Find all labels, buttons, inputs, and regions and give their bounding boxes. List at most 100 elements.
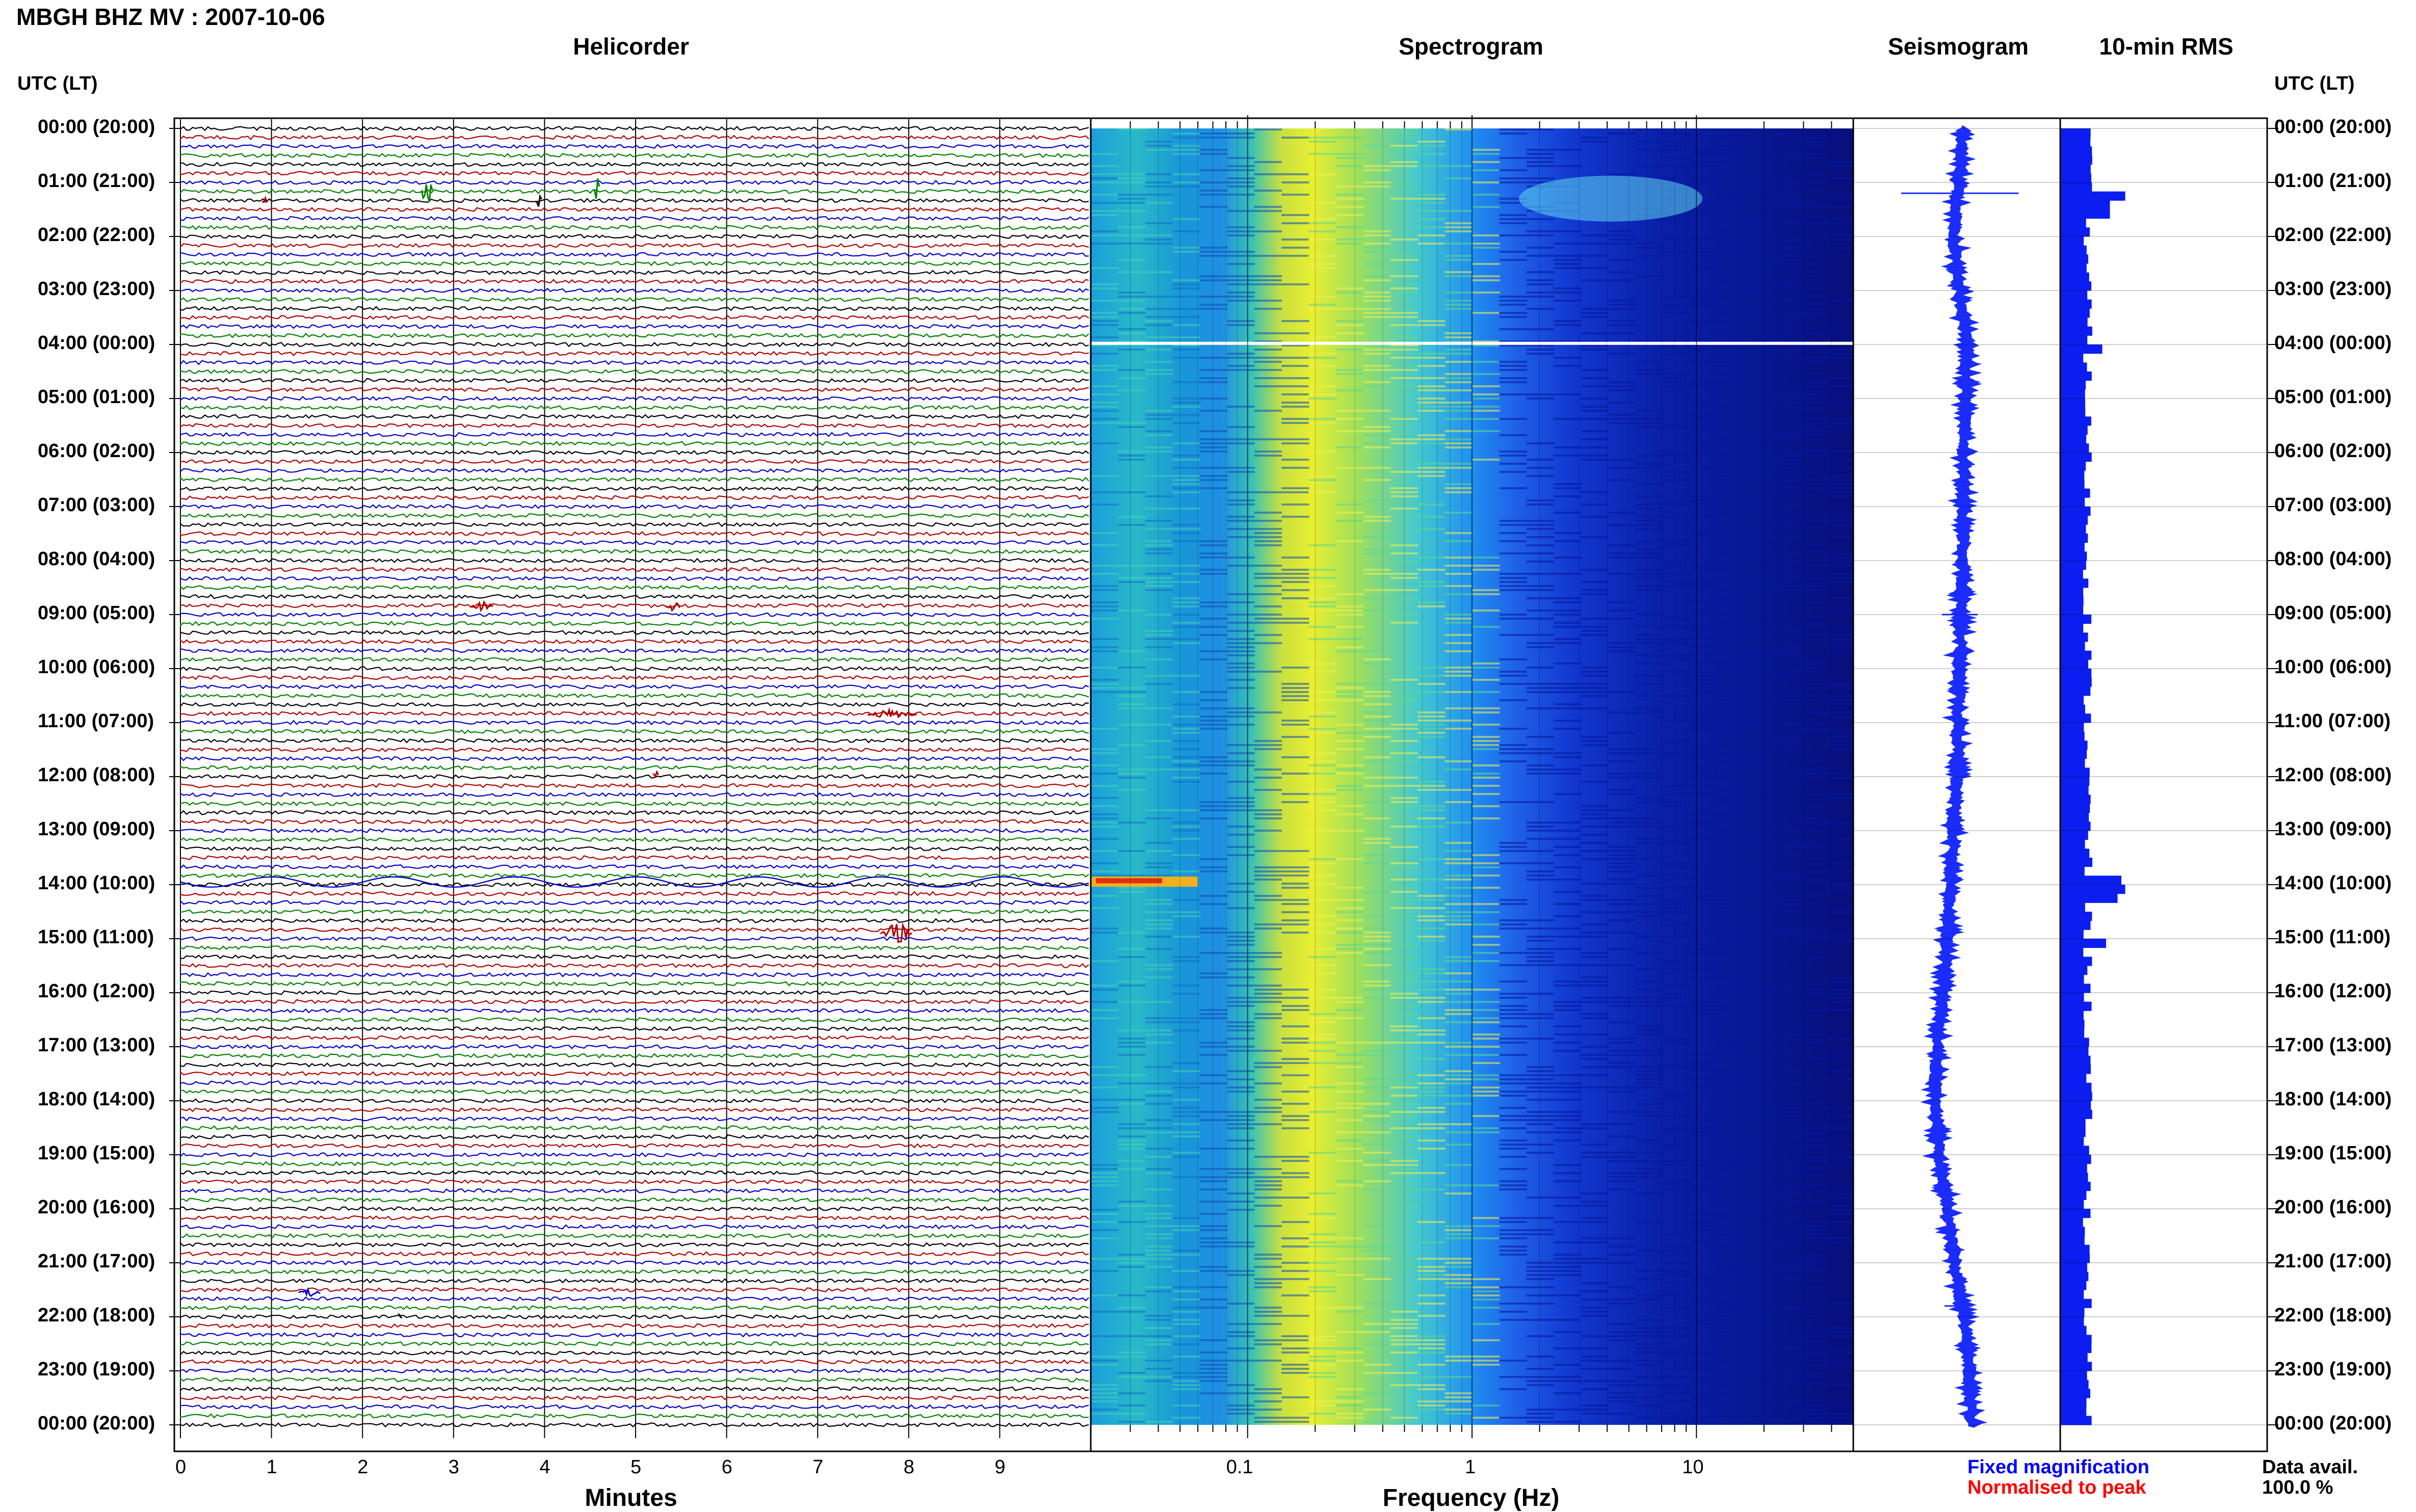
helicorder-trace	[179, 1017, 1089, 1022]
y-tick-label-right: 06:00 (02:00)	[2274, 440, 2392, 462]
helicorder-event	[535, 194, 542, 207]
helicorder-trace	[179, 1097, 1089, 1104]
helicorder-trace	[179, 306, 1089, 311]
helicorder-trace	[179, 612, 1089, 617]
rms-bar	[2060, 642, 2085, 651]
helicorder-trace	[179, 125, 1089, 131]
rms-bar	[2060, 821, 2091, 831]
y-tick-label-left: 08:00 (04:00)	[38, 548, 155, 570]
rms-bar	[2060, 839, 2085, 849]
spectrogram-xlabel: Frequency (Hz)	[1382, 1484, 1560, 1511]
helicorder-trace	[179, 1404, 1089, 1410]
rms-bar	[2060, 1271, 2089, 1281]
helicorder-trace	[179, 899, 1089, 906]
y-tick-label-left: 06:00 (02:00)	[38, 440, 155, 462]
helicorder-x-tick: 9	[994, 1456, 1006, 1478]
rms-bar	[2060, 200, 2110, 210]
rms-bar	[2060, 1398, 2087, 1408]
y-tick-label-right: 05:00 (01:00)	[2274, 386, 2392, 408]
rms-title: 10-min RMS	[2099, 33, 2234, 60]
y-tick-label-right: 03:00 (23:00)	[2274, 278, 2392, 300]
helicorder-x-tick: 0	[175, 1456, 187, 1478]
rms-bar	[2060, 1254, 2090, 1263]
helicorder-trace	[179, 1116, 1089, 1122]
helicorder-trace	[179, 449, 1089, 455]
rms-bar	[2060, 659, 2089, 669]
helicorder-trace	[179, 927, 1089, 933]
y-tick-label-left: 00:00 (20:00)	[38, 116, 155, 138]
helicorder-trace	[179, 1125, 1089, 1131]
rms-bar	[2060, 245, 2087, 255]
data-avail-value: 100.0 %	[2262, 1477, 2333, 1498]
helicorder-trace	[179, 342, 1089, 348]
rms-bar	[2060, 1163, 2087, 1173]
y-tick-label-right: 07:00 (03:00)	[2274, 494, 2392, 516]
rms-bar	[2060, 731, 2085, 741]
rms-bar	[2060, 218, 2086, 228]
helicorder-trace	[179, 530, 1089, 537]
time-header-left: UTC (LT)	[17, 73, 98, 94]
helicorder-trace	[179, 755, 1089, 762]
rms-bar	[2060, 993, 2084, 1002]
helicorder-trace	[179, 369, 1089, 375]
helicorder-trace	[179, 1296, 1089, 1302]
rms-bar	[2060, 885, 2125, 894]
rms-bar	[2060, 812, 2089, 822]
spectrogram-x-tick: 1	[1465, 1456, 1476, 1478]
helicorder-trace	[179, 639, 1089, 645]
rms-bar	[2060, 326, 2092, 336]
helicorder-event	[593, 178, 600, 199]
y-tick-label-right: 15:00 (11:00)	[2274, 926, 2391, 948]
y-tick-label-left: 12:00 (08:00)	[38, 764, 155, 786]
rms-bar	[2060, 299, 2092, 309]
helicorder-trace	[179, 549, 1089, 554]
rms-bar	[2060, 669, 2092, 678]
rms-bar	[2060, 1352, 2088, 1362]
y-tick-label-right: 19:00 (15:00)	[2274, 1143, 2392, 1164]
helicorder-x-tick: 8	[903, 1456, 914, 1478]
helicorder-trace	[179, 422, 1089, 429]
rms-bar	[2060, 308, 2090, 318]
time-header-right: UTC (LT)	[2274, 73, 2355, 94]
rms-bar	[2060, 263, 2087, 273]
helicorder-trace	[179, 683, 1089, 689]
y-tick-label-right: 00:00 (20:00)	[2274, 116, 2392, 138]
helicorder-trace	[179, 567, 1089, 572]
helicorder-trace	[179, 819, 1089, 825]
rms-bar	[2060, 615, 2092, 624]
helicorder-trace	[179, 791, 1089, 798]
helicorder-trace	[179, 1332, 1089, 1338]
helicorder-trace	[179, 216, 1089, 221]
helicorder-trace	[179, 936, 1089, 942]
rms-bar	[2060, 578, 2089, 588]
helicorder-trace	[179, 1278, 1089, 1284]
y-tick-label-left: 13:00 (09:00)	[38, 818, 155, 840]
helicorder-trace	[179, 963, 1089, 968]
helicorder-trace	[179, 260, 1089, 267]
y-tick-label-left: 10:00 (06:00)	[38, 656, 155, 678]
rms-bar	[2060, 903, 2085, 912]
helicorder-event	[398, 1313, 403, 1319]
y-tick-label-left: 23:00 (19:00)	[38, 1359, 155, 1380]
spectrogram-blob	[1519, 175, 1702, 222]
helicorder-trace	[179, 1323, 1089, 1329]
helicorder-trace	[179, 387, 1089, 392]
rms-bar	[2060, 1020, 2085, 1029]
rms-bar	[2060, 317, 2088, 327]
helicorder-event	[421, 184, 433, 202]
helicorder-event	[879, 922, 912, 944]
helicorder-trace	[179, 981, 1089, 987]
rms-bar	[2060, 182, 2092, 192]
y-tick-label-right: 04:00 (00:00)	[2274, 332, 2392, 354]
helicorder-trace	[179, 1197, 1089, 1203]
helicorder-trace	[179, 1386, 1089, 1392]
helicorder-trace	[179, 179, 1089, 185]
rms-bar	[2060, 426, 2088, 435]
helicorder-trace	[179, 153, 1089, 158]
y-tick-label-left: 18:00 (14:00)	[38, 1089, 155, 1110]
helicorder-trace	[179, 666, 1089, 671]
rms-bar	[2060, 335, 2088, 345]
rms-bar	[2060, 866, 2085, 876]
helicorder-trace	[179, 602, 1089, 608]
y-tick-label-left: 19:00 (15:00)	[38, 1143, 155, 1164]
